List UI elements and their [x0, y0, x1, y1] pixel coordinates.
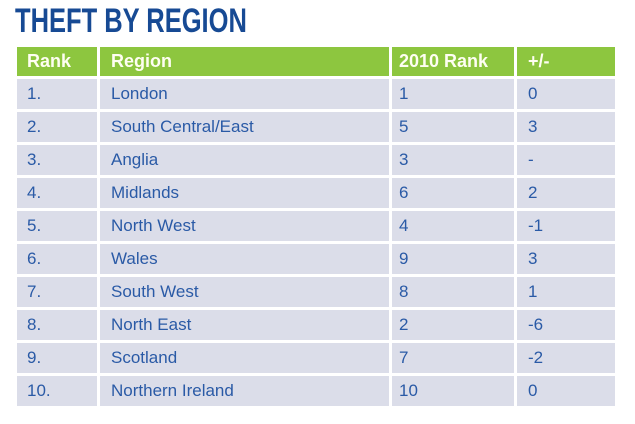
cell-2010-rank: 5 [392, 112, 514, 142]
cell-change: 0 [517, 79, 615, 109]
page-title: THEFT BY REGION [15, 2, 247, 40]
cell-change: 1 [517, 277, 615, 307]
cell-region: Midlands [100, 178, 389, 208]
table-row: 4. Midlands 6 2 [17, 178, 615, 208]
cell-rank: 6. [17, 244, 97, 274]
cell-2010-rank: 9 [392, 244, 514, 274]
cell-rank: 8. [17, 310, 97, 340]
cell-rank: 1. [17, 79, 97, 109]
col-header-region: Region [100, 47, 389, 76]
cell-change: -2 [517, 343, 615, 373]
col-header-change: +/- [517, 47, 615, 76]
cell-region: Anglia [100, 145, 389, 175]
table-row: 8. North East 2 -6 [17, 310, 615, 340]
table-row: 5. North West 4 -1 [17, 211, 615, 241]
table-row: 7. South West 8 1 [17, 277, 615, 307]
table-row: 6. Wales 9 3 [17, 244, 615, 274]
cell-2010-rank: 4 [392, 211, 514, 241]
cell-2010-rank: 8 [392, 277, 514, 307]
cell-2010-rank: 10 [392, 376, 514, 406]
cell-rank: 2. [17, 112, 97, 142]
cell-2010-rank: 7 [392, 343, 514, 373]
theft-by-region-table: Rank Region 2010 Rank +/- 1. London 1 0 … [14, 44, 618, 409]
cell-2010-rank: 6 [392, 178, 514, 208]
cell-rank: 5. [17, 211, 97, 241]
cell-region: South West [100, 277, 389, 307]
col-header-rank: Rank [17, 47, 97, 76]
cell-rank: 10. [17, 376, 97, 406]
cell-2010-rank: 3 [392, 145, 514, 175]
col-header-2010-rank: 2010 Rank [392, 47, 514, 76]
table-row: 1. London 1 0 [17, 79, 615, 109]
cell-change: 0 [517, 376, 615, 406]
table-row: 3. Anglia 3 - [17, 145, 615, 175]
table-row: 10. Northern Ireland 10 0 [17, 376, 615, 406]
cell-region: South Central/East [100, 112, 389, 142]
cell-rank: 7. [17, 277, 97, 307]
cell-region: North East [100, 310, 389, 340]
cell-change: 3 [517, 244, 615, 274]
cell-region: Wales [100, 244, 389, 274]
cell-rank: 3. [17, 145, 97, 175]
cell-change: 2 [517, 178, 615, 208]
cell-rank: 4. [17, 178, 97, 208]
cell-region: North West [100, 211, 389, 241]
table-row: 9. Scotland 7 -2 [17, 343, 615, 373]
cell-change: -6 [517, 310, 615, 340]
cell-region: Northern Ireland [100, 376, 389, 406]
table-row: 2. South Central/East 5 3 [17, 112, 615, 142]
cell-change: - [517, 145, 615, 175]
cell-2010-rank: 1 [392, 79, 514, 109]
cell-change: -1 [517, 211, 615, 241]
cell-rank: 9. [17, 343, 97, 373]
table-header-row: Rank Region 2010 Rank +/- [17, 47, 615, 76]
cell-region: Scotland [100, 343, 389, 373]
cell-region: London [100, 79, 389, 109]
cell-change: 3 [517, 112, 615, 142]
cell-2010-rank: 2 [392, 310, 514, 340]
